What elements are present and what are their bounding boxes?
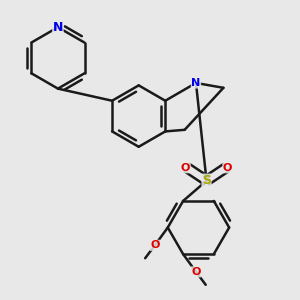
Text: S: S bbox=[202, 174, 211, 187]
Text: N: N bbox=[191, 78, 201, 88]
Text: O: O bbox=[150, 240, 160, 250]
Text: O: O bbox=[181, 163, 190, 173]
Text: O: O bbox=[223, 163, 232, 173]
Text: O: O bbox=[191, 267, 201, 277]
Text: N: N bbox=[53, 21, 63, 34]
